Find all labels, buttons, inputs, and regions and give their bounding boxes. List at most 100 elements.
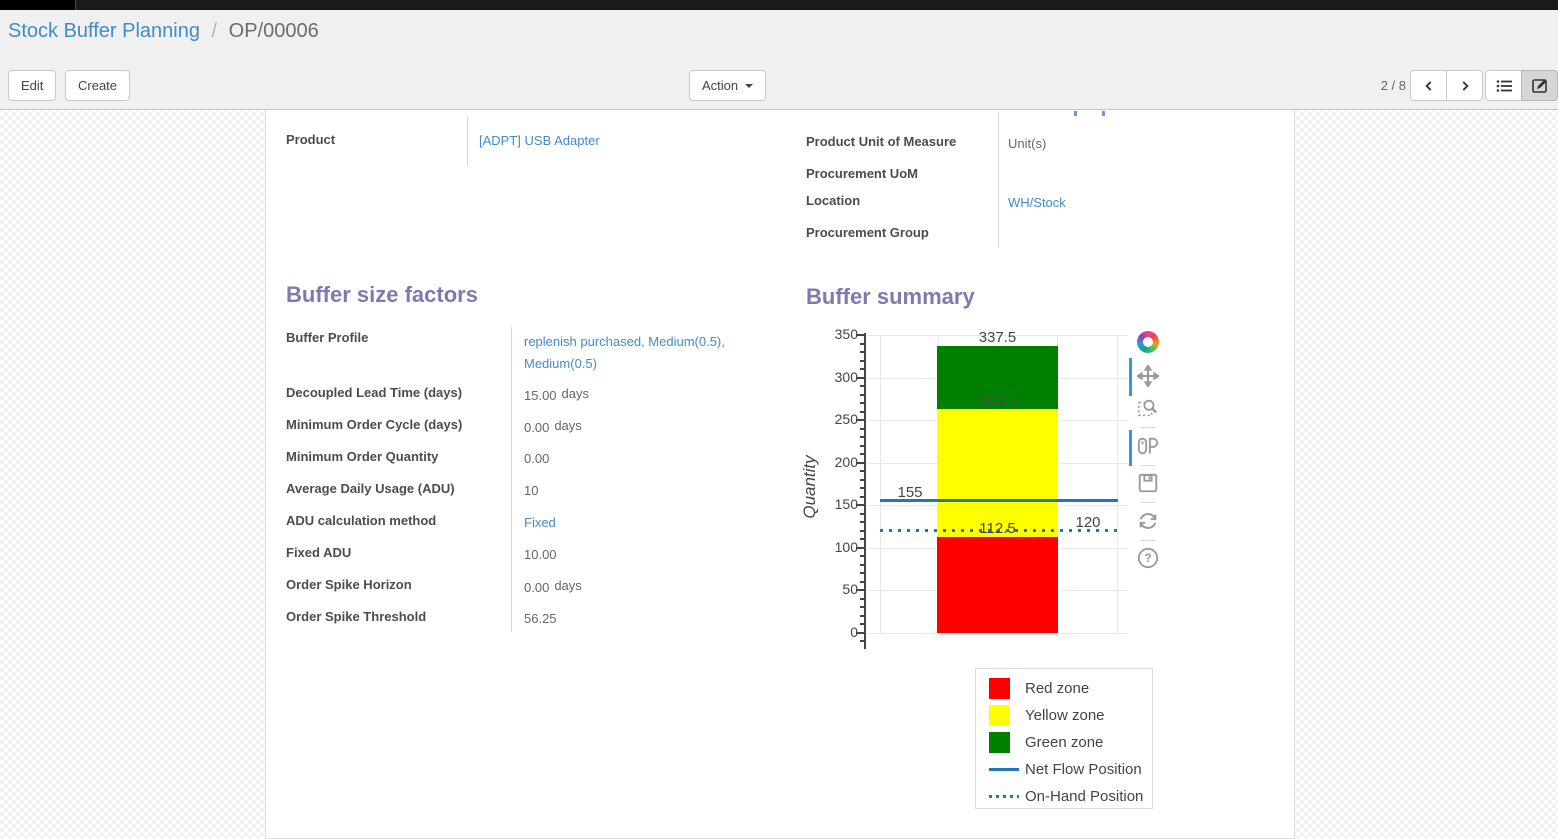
field-suffix-moc: days — [554, 418, 582, 433]
y-minor-tick — [860, 453, 864, 455]
group-separator — [998, 112, 999, 248]
modebar-divider — [1140, 427, 1156, 428]
y-minor-tick — [860, 410, 864, 413]
y-minor-tick — [860, 444, 864, 447]
field-label-dlt: Decoupled Lead Time (days) — [286, 385, 463, 400]
y-minor-tick — [860, 597, 864, 600]
field-label-product: Product — [286, 132, 336, 147]
legend-label: Net Flow Position — [1025, 761, 1142, 778]
y-minor-tick — [860, 529, 864, 532]
section-title-buffer-size-factors: Buffer size factors — [286, 282, 478, 307]
y-minor-tick — [860, 478, 864, 481]
y-major-tick — [856, 504, 864, 506]
action-dropdown-button[interactable]: Action — [689, 70, 767, 101]
y-minor-tick — [860, 614, 864, 617]
y-minor-tick — [860, 402, 864, 404]
plot-area[interactable]: Quantity 350 300 250 200 150 100 50 0 337.5 262.5… — [800, 326, 1128, 649]
x-gridline — [880, 335, 881, 633]
group-separator — [511, 327, 512, 632]
y-minor-tick — [860, 470, 864, 472]
action-label: Action — [702, 78, 739, 93]
clipped-row-remnant — [1102, 111, 1105, 116]
edit-button[interactable]: Edit — [8, 70, 57, 101]
field-value-location-link[interactable]: WH/Stock — [1008, 195, 1066, 210]
y-minor-tick — [860, 606, 864, 608]
field-label-spike-threshold: Order Spike Threshold — [286, 609, 427, 624]
list-view-button[interactable] — [1485, 70, 1522, 101]
pan-icon[interactable] — [1136, 364, 1160, 388]
legend-item[interactable]: Green zone — [989, 729, 1152, 756]
field-label-procurement-uom: Procurement UoM — [806, 166, 918, 181]
section-title-buffer-summary: Buffer summary — [806, 284, 975, 309]
y-minor-tick — [860, 572, 864, 574]
chevron-right-icon — [1462, 80, 1469, 91]
hover-compare-icon[interactable] — [1136, 434, 1160, 458]
field-value-product-link[interactable]: [ADPT] USB Adapter — [479, 133, 600, 148]
group-separator — [467, 117, 468, 166]
legend-item[interactable]: Net Flow Position — [989, 756, 1152, 783]
y-minor-tick — [860, 495, 864, 498]
chart-annotation: 112.5 — [979, 519, 1016, 537]
top-navbar — [0, 0, 1558, 10]
y-tick-label: 200 — [834, 453, 858, 470]
clipped-row-remnant — [1074, 111, 1077, 116]
field-value-adu-method-link[interactable]: Fixed — [524, 515, 556, 530]
zone-green — [937, 345, 1058, 410]
field-suffix-spike-horizon: days — [554, 578, 582, 593]
help-icon[interactable]: ? — [1136, 546, 1160, 570]
y-minor-tick — [860, 555, 864, 557]
plotly-logo-icon[interactable] — [1136, 330, 1160, 354]
modebar-active-indicator — [1129, 430, 1132, 466]
reset-axes-icon[interactable] — [1136, 509, 1160, 533]
y-major-tick — [856, 631, 864, 634]
y-minor-tick — [860, 640, 864, 642]
chart-legend: Red zone Yellow zone Green zone Net Flow Po… — [975, 668, 1153, 809]
legend-label: Yellow zone — [1025, 707, 1105, 724]
x-gridline — [1117, 335, 1118, 633]
field-value-spike-threshold: 56.25 — [524, 611, 557, 626]
field-label-location: Location — [806, 193, 861, 208]
y-minor-tick — [860, 521, 864, 523]
zone-red — [937, 536, 1058, 633]
field-label-procurement-group: Procurement Group — [806, 225, 929, 240]
breadcrumb-parent-link[interactable]: Stock Buffer Planning — [8, 20, 200, 42]
y-tick-label: 350 — [834, 326, 858, 342]
y-minor-tick — [860, 487, 864, 489]
list-icon — [1496, 79, 1512, 92]
field-value-moc: 0.00 — [524, 420, 550, 435]
field-value-adu: 10 — [524, 483, 539, 498]
y-tick-label: 250 — [834, 411, 858, 427]
field-label-adu: Average Daily Usage (ADU) — [286, 481, 455, 496]
red-zone-swatch-icon — [989, 678, 1025, 699]
control-panel: Stock Buffer Planning / OP/00006 Edit Cr… — [0, 10, 1558, 110]
field-value-fixed-adu: 10.00 — [524, 547, 557, 562]
field-label-moq: Minimum Order Quantity — [286, 449, 439, 464]
pager-next-button[interactable] — [1446, 70, 1483, 101]
field-label-moc: Minimum Order Cycle (days) — [286, 417, 463, 432]
y-axis-line — [864, 333, 866, 649]
pager-previous-button[interactable] — [1410, 70, 1447, 101]
chart-annotation: 337.5 — [978, 328, 1017, 346]
legend-item[interactable]: Red zone — [989, 675, 1152, 702]
create-button[interactable]: Create — [65, 70, 131, 101]
legend-item[interactable]: Yellow zone — [989, 702, 1152, 729]
zone-yellow — [937, 409, 1058, 537]
pager-nav — [1410, 70, 1483, 101]
y-minor-tick — [860, 427, 864, 430]
form-edit-icon — [1531, 78, 1547, 93]
y-major-tick — [856, 419, 864, 421]
field-value-buffer-profile-link[interactable]: replenish purchased, Medium(0.5), Medium… — [524, 334, 725, 371]
legend-item[interactable]: On-Hand Position — [989, 783, 1152, 810]
navbar-brand — [0, 0, 76, 10]
modebar-divider — [1140, 465, 1156, 466]
y-minor-tick — [860, 436, 864, 438]
box-zoom-icon[interactable] — [1136, 396, 1160, 420]
legend-label: On-Hand Position — [1025, 788, 1144, 805]
modebar-divider — [1140, 502, 1156, 503]
y-minor-tick — [860, 512, 864, 515]
y-tick-label: 100 — [834, 538, 858, 555]
save-icon[interactable] — [1136, 471, 1160, 495]
form-view-button[interactable] — [1521, 70, 1558, 101]
net-flow-position-line — [880, 499, 1118, 503]
